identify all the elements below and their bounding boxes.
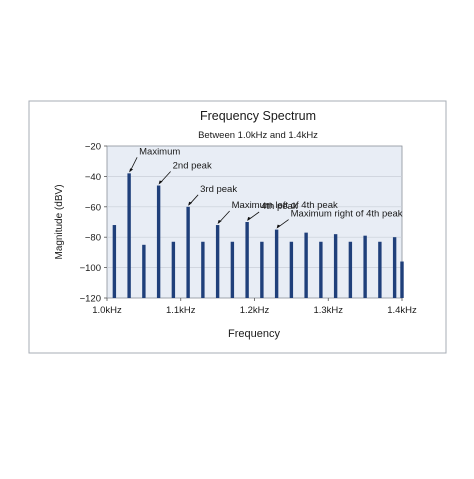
bar (400, 261, 404, 298)
bar (156, 185, 161, 298)
bar (333, 234, 338, 298)
bar (112, 225, 117, 298)
annotation-label: Maximum right of 4th peak (291, 209, 403, 220)
plot-area (106, 145, 403, 299)
annotation-label: 3rd peak (200, 184, 237, 195)
y-tick-labels: −20 −40 −60 −80 −100 −120 (80, 142, 107, 305)
x-axis-label: Frequency (228, 328, 280, 340)
bar (348, 241, 353, 298)
x-tick-label: 1.3kHz (313, 305, 343, 316)
annotation-arrowhead (188, 201, 193, 206)
bar (245, 222, 249, 298)
bar (142, 244, 146, 298)
grid-lines (107, 176, 402, 268)
x-tick-label: 1.4kHz (387, 305, 417, 316)
y-tick-label: −120 (80, 294, 101, 305)
annotation-label: Maximum left of 4th peak (232, 200, 338, 211)
y-tick-label: −20 (85, 142, 101, 153)
annotation-arrowhead (217, 220, 222, 225)
bar (186, 206, 190, 298)
bar (304, 232, 308, 298)
annotation-arrowhead (129, 168, 134, 173)
bar (392, 237, 397, 298)
x-tick-label: 1.0kHz (92, 305, 122, 316)
x-tick-labels: 1.0kHz 1.1kHz 1.2kHz 1.3kHz 1.4kHz (92, 298, 417, 316)
annotation-arrowhead (247, 217, 252, 221)
bar (201, 241, 205, 298)
annotation-label: 4th peak (261, 201, 298, 212)
bar (215, 225, 220, 298)
bar (378, 241, 382, 298)
bar (127, 173, 131, 298)
bar (319, 241, 323, 298)
annotation-arrowhead (276, 224, 281, 229)
y-tick-label: −60 (85, 202, 101, 213)
bar (274, 229, 279, 298)
annotation-label: 2nd peak (173, 161, 212, 172)
x-tick-label: 1.2kHz (240, 305, 270, 316)
bar (289, 241, 294, 298)
y-axis-label: Magnitude (dBV) (54, 184, 65, 259)
bar (230, 241, 235, 298)
y-tick-label: −80 (85, 233, 101, 244)
bar (260, 241, 264, 298)
x-tick-label: 1.1kHz (166, 305, 196, 316)
annotation-label: Maximum (139, 146, 180, 157)
y-tick-label: −100 (80, 263, 101, 274)
annotations: Maximum 2nd peak 3rd peak Maximum left of 4… (129, 146, 403, 229)
bar (363, 235, 367, 298)
bars (112, 173, 404, 298)
chart-subtitle: Between 1.0kHz and 1.4kHz (198, 130, 318, 141)
chart-title: Frequency Spectrum (200, 109, 316, 123)
bar (171, 241, 176, 298)
y-tick-label: −40 (85, 172, 101, 183)
annotation-arrowhead (158, 180, 163, 185)
